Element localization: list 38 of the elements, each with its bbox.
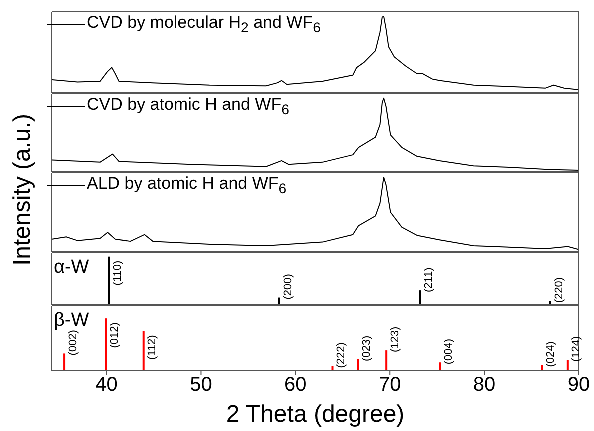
legend-label: CVD by molecular H$_{2}$ and WF$_{6}$ bbox=[87, 13, 321, 36]
x-axis-title: 2 Theta (degree) bbox=[226, 401, 405, 428]
bar bbox=[278, 298, 280, 305]
x-tick-label: 70 bbox=[378, 374, 402, 396]
annotation: (024) bbox=[545, 342, 558, 368]
series-label: α-W bbox=[54, 257, 90, 278]
annotation: (002) bbox=[67, 330, 80, 356]
bar bbox=[566, 360, 569, 371]
bar bbox=[357, 359, 360, 371]
annotation: (112) bbox=[146, 335, 159, 360]
bar bbox=[386, 350, 388, 371]
annotation: (220) bbox=[554, 277, 566, 304]
annotation: (200) bbox=[282, 274, 294, 300]
x-tick-label: 60 bbox=[284, 374, 307, 396]
legend-label: CVD by atomic H and WF$_{6}$ bbox=[87, 95, 290, 118]
bar bbox=[142, 331, 145, 371]
annotation: (023) bbox=[361, 336, 373, 362]
x-tick-label: 90 bbox=[568, 374, 590, 396]
bar bbox=[541, 365, 544, 371]
annotation: (124) bbox=[570, 336, 583, 362]
x-tick-label: 80 bbox=[473, 374, 496, 396]
x-tick-label: 50 bbox=[190, 374, 212, 396]
bar bbox=[64, 354, 66, 371]
bar bbox=[549, 301, 552, 305]
y-axis-title: Intensity (a.u.) bbox=[8, 114, 36, 266]
annotation: (012) bbox=[108, 322, 121, 348]
bar bbox=[419, 290, 422, 305]
bar bbox=[439, 362, 442, 371]
annotation: (123) bbox=[389, 326, 402, 353]
annotation: (211) bbox=[423, 268, 436, 293]
bar bbox=[105, 318, 108, 371]
annotation: (004) bbox=[443, 338, 456, 365]
bar bbox=[108, 256, 110, 305]
annotation: (110) bbox=[112, 260, 124, 286]
annotation: (222) bbox=[336, 342, 348, 368]
x-tick-label: 40 bbox=[96, 374, 118, 396]
series-label: β-W bbox=[54, 310, 90, 331]
legend-label: ALD by atomic H and WF$_{6}$ bbox=[87, 174, 287, 198]
